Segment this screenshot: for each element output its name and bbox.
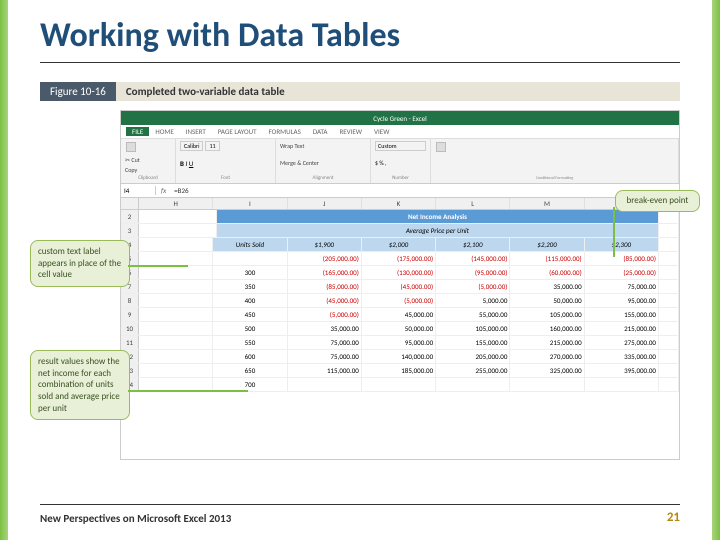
col-j[interactable]: J	[288, 198, 362, 209]
units-sold-label[interactable]: Units Sold	[213, 238, 287, 251]
figure-label: Figure 10-16	[40, 82, 116, 101]
tab-insert[interactable]: INSERT	[180, 127, 212, 136]
select-all[interactable]	[121, 198, 139, 209]
sheet-body: 2 Net Income Analysis 3 Average Price pe…	[121, 210, 679, 392]
slide-title: Working with Data Tables	[40, 15, 400, 56]
number-format[interactable]: Custom	[375, 141, 426, 151]
formula-bar: I4 fx =B26	[121, 184, 679, 198]
fx-icon[interactable]: fx	[156, 186, 171, 195]
arrow-tl	[128, 265, 188, 267]
worksheet: H I J K L M N O 2 Net Income Analysis 3 …	[121, 198, 679, 392]
font-size[interactable]: 11	[205, 141, 219, 151]
figure-caption-bar: Figure 10-16 Completed two-variable data…	[40, 80, 680, 102]
table-row: 3 Average Price per Unit	[121, 224, 679, 238]
tab-home[interactable]: HOME	[149, 127, 179, 136]
table-row: 5(205,000.00)(175,000.00)(145,000.00)(11…	[121, 252, 679, 266]
column-headers: H I J K L M N O	[121, 198, 679, 210]
tab-data[interactable]: DATA	[307, 127, 334, 136]
table-row: 4 Units Sold $1,900 $2,000 $2,100 $2,200…	[121, 238, 679, 252]
page-number: 21	[667, 510, 680, 525]
col-h[interactable]: H	[139, 198, 213, 209]
arrow-bl	[128, 390, 248, 392]
ribbon: ✂ Cut Copy Clipboard Calibri 11 B I U Fo…	[121, 139, 679, 184]
table-row: 2 Net Income Analysis	[121, 210, 679, 224]
name-box[interactable]: I4	[121, 186, 156, 195]
subtitle[interactable]: Average Price per Unit	[217, 224, 659, 237]
table-row: 1050035,000.0050,000.00105,000.00160,000…	[121, 322, 679, 336]
table-row: 6300(165,000.00)(130,000.00)(95,000.00)(…	[121, 266, 679, 280]
number-label: Number	[375, 175, 426, 181]
paste-icon[interactable]	[126, 142, 136, 152]
excel-window-title: Cycle Green - Excel	[373, 114, 427, 123]
ribbon-alignment: Wrap Text Merge & Center Alignment	[276, 139, 371, 183]
ribbon-styles: Conditional Formatting	[431, 139, 679, 183]
ribbon-font: Calibri 11 B I U Font	[176, 139, 276, 183]
analysis-title[interactable]: Net Income Analysis	[217, 210, 659, 223]
clipboard-label: Clipboard	[125, 175, 171, 181]
col-k[interactable]: K	[362, 198, 436, 209]
footer-text: New Perspectives on Microsoft Excel 2013	[40, 512, 231, 525]
alignment-label: Alignment	[280, 175, 366, 181]
ribbon-clipboard: ✂ Cut Copy Clipboard	[121, 139, 176, 183]
cut-button[interactable]: ✂ Cut	[125, 155, 171, 165]
merge-center-button[interactable]: Merge & Center	[280, 158, 366, 168]
tab-pagelayout[interactable]: PAGE LAYOUT	[212, 127, 263, 136]
figure-title: Completed two-variable data table	[116, 82, 680, 101]
callout-result-values: result values show the net income for ea…	[30, 350, 130, 420]
table-row: 1155075,000.0095,000.00155,000.00215,000…	[121, 336, 679, 350]
tab-review[interactable]: REVIEW	[333, 127, 368, 136]
ribbon-tabs: FILE HOME INSERT PAGE LAYOUT FORMULAS DA…	[121, 125, 679, 139]
ribbon-number: Custom $ % , Number	[371, 139, 431, 183]
callout-custom-label: custom text label appears in place of th…	[30, 240, 130, 287]
tab-file[interactable]: FILE	[126, 127, 149, 136]
table-row: 7350(85,000.00)(45,000.00)(5,000.00)35,0…	[121, 280, 679, 294]
formula-input[interactable]: =B26	[171, 186, 191, 195]
arrow-tr	[613, 207, 615, 257]
title-underline	[40, 62, 680, 63]
table-row: 13650115,000.00185,000.00255,000.00325,0…	[121, 364, 679, 378]
footer-line	[40, 504, 680, 505]
col-i[interactable]: I	[213, 198, 287, 209]
callout-break-even: break-even point	[615, 190, 700, 212]
tab-formulas[interactable]: FORMULAS	[263, 127, 307, 136]
font-name[interactable]: Calibri	[180, 141, 203, 151]
table-row: 9450(5,000.00)45,000.0055,000.00105,000.…	[121, 308, 679, 322]
conditional-formatting-icon[interactable]	[436, 142, 446, 152]
wrap-text-button[interactable]: Wrap Text	[280, 141, 366, 151]
excel-window: Cycle Green - Excel FILE HOME INSERT PAG…	[120, 110, 680, 460]
font-label: Font	[180, 175, 271, 181]
col-l[interactable]: L	[436, 198, 510, 209]
table-row: 1260075,000.00140,000.00205,000.00270,00…	[121, 350, 679, 364]
tab-view[interactable]: VIEW	[368, 127, 395, 136]
slide-border-right	[712, 0, 720, 540]
table-row: 8400(45,000.00)(5,000.00)5,000.0050,000.…	[121, 294, 679, 308]
col-m[interactable]: M	[510, 198, 584, 209]
slide-border-left	[0, 0, 8, 540]
excel-titlebar: Cycle Green - Excel	[121, 111, 679, 125]
copy-button[interactable]: Copy	[125, 165, 171, 175]
